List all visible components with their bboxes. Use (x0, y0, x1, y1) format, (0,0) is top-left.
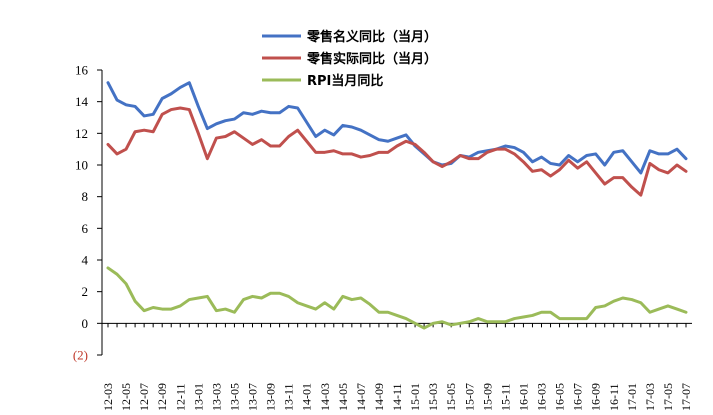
x-tick-label: 15-05 (444, 383, 458, 411)
y-tick-label: 6 (82, 221, 89, 236)
y-tick-label: 0 (82, 316, 89, 331)
x-tick-label: 15-11 (498, 383, 512, 411)
x-tick-label: 14-03 (318, 383, 332, 411)
x-tick-label: 14-07 (354, 383, 368, 411)
legend-label-2: 零售实际同比（当月） (306, 51, 437, 67)
y-tick-label: 8 (82, 189, 89, 204)
y-tick-label: 16 (75, 63, 89, 78)
x-tick-label: 15-03 (426, 383, 440, 411)
x-tick-label: 14-01 (300, 383, 314, 411)
x-tick-label: 17-05 (661, 383, 675, 411)
y-tick-label: 14 (75, 94, 89, 109)
x-tick-label: 15-07 (462, 383, 476, 411)
series-layer (106, 81, 688, 330)
y-tick-label: 4 (82, 253, 89, 268)
x-tick-label: 13-07 (246, 383, 260, 411)
x-tick-label: 14-05 (336, 383, 350, 411)
y-tick-label: 10 (75, 158, 88, 173)
y-tick-label: 12 (75, 126, 88, 141)
x-tick-label: 17-03 (643, 383, 657, 411)
series-line-2 (106, 106, 688, 197)
x-tick-label: 13-11 (282, 383, 296, 411)
x-tick-label: 16-01 (516, 383, 530, 411)
series-line-1 (106, 81, 688, 175)
x-tick-label: 13-03 (209, 383, 223, 411)
x-tick-label: 12-11 (173, 383, 187, 411)
x-tick-label: 16-07 (571, 383, 585, 411)
x-tick-label: 15-09 (480, 383, 494, 411)
x-tick-label: 14-09 (372, 383, 386, 411)
series-line-3 (106, 266, 688, 330)
x-tick-label: 12-03 (101, 383, 115, 411)
chart-axes: 16 14 12 10 8 6 4 2 0 (2) 12-03 12-05 12-07 12-09 12-1… (73, 63, 693, 412)
legend: 零售名义同比（当月） 零售实际同比（当月） RPI当月同比 (262, 29, 437, 89)
x-tick-label: 16-05 (553, 383, 567, 411)
x-tick-label: 14-11 (390, 383, 404, 411)
x-tick-label: 13-09 (264, 383, 278, 411)
x-tick-label: 13-05 (227, 383, 241, 411)
x-tick-label: 17-07 (679, 383, 693, 411)
x-tick-label: 15-01 (408, 383, 422, 411)
x-tick-label: 17-01 (625, 383, 639, 411)
legend-label-3: RPI当月同比 (307, 73, 383, 89)
y-tick-label: (2) (73, 348, 88, 363)
x-tick-label: 13-01 (191, 383, 205, 411)
legend-label-1: 零售名义同比（当月） (306, 29, 437, 45)
x-tick-label: 12-05 (119, 383, 133, 411)
x-tick-label: 12-07 (137, 383, 151, 411)
y-tick-label: 2 (82, 284, 89, 299)
x-tick-label: 16-11 (607, 383, 621, 411)
x-tick-label: 16-09 (589, 383, 603, 411)
x-tick-label: 16-03 (535, 383, 549, 411)
x-tick-label: 12-09 (155, 383, 169, 411)
